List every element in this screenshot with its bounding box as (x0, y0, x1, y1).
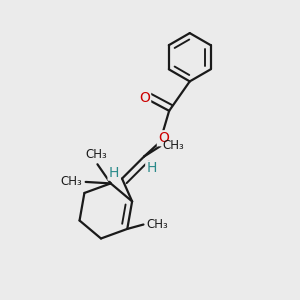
Text: CH₃: CH₃ (85, 148, 107, 161)
Text: H: H (109, 166, 119, 180)
Text: H: H (146, 161, 157, 175)
Text: CH₃: CH₃ (163, 139, 184, 152)
Text: O: O (139, 92, 150, 106)
Text: CH₃: CH₃ (146, 218, 168, 231)
Text: CH₃: CH₃ (60, 176, 82, 188)
Text: O: O (158, 131, 169, 145)
